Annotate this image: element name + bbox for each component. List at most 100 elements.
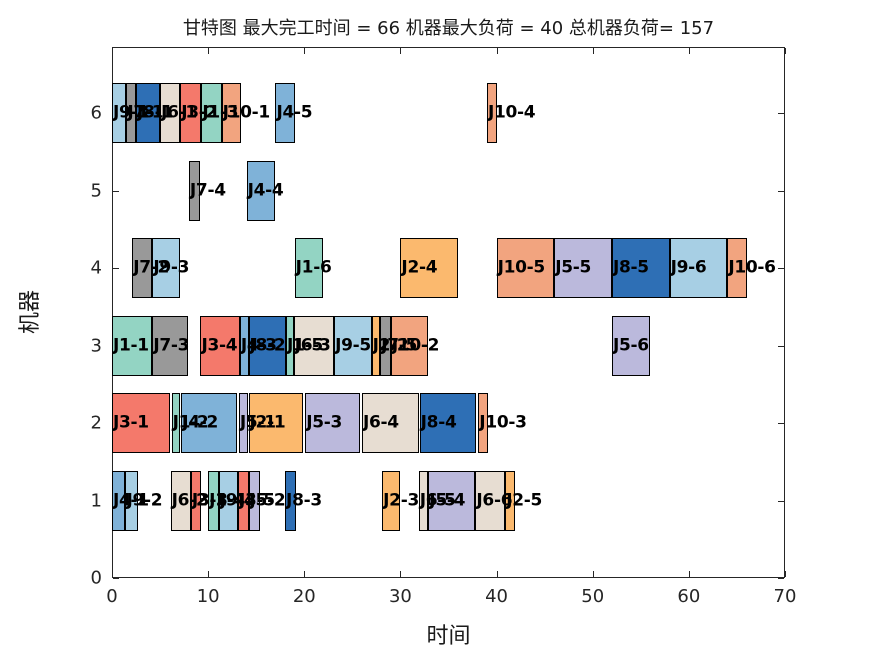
gantt-bar-J5-2 [248, 470, 261, 531]
x-tick-mark-top [785, 48, 786, 54]
x-tick-mark-top [592, 48, 594, 54]
gantt-bar-J8-2 [248, 315, 286, 376]
gantt-bar-J1-5 [286, 315, 294, 376]
x-tick-mark [400, 571, 402, 577]
gantt-bar-J9-2 [125, 470, 138, 531]
x-tick-mark [208, 571, 210, 577]
gantt-bar-J5-4 [428, 470, 476, 531]
bar-label-J10-6: J10-6 [728, 257, 776, 278]
gantt-bar-J6-2 [170, 470, 191, 531]
x-tick-label-20: 20 [292, 586, 316, 607]
bar-label-J9-5: J9-5 [335, 335, 371, 355]
y-tick-mark-right [778, 578, 784, 579]
bar-label-J7-2: J7-2 [133, 257, 170, 278]
bar-label-J1-1: J1-1 [113, 335, 149, 355]
x-tick-mark-top [688, 48, 690, 54]
y-axis-label: 机器 [18, 289, 43, 335]
bar-label-J1-6: J1-6 [295, 257, 332, 278]
bar-label-J7-1: J7-1 [127, 102, 164, 123]
gantt-bar-J6-4 [361, 393, 419, 453]
gantt-bar-J10-2 [390, 315, 429, 376]
gantt-bar-J4-3 [239, 315, 249, 376]
bar-label-J2-5: J2-5 [506, 490, 543, 510]
bar-label-J10-2: J10-2 [391, 335, 440, 355]
gantt-bar-J3-1 [112, 393, 170, 453]
bar-label-J1-3: J1-3 [202, 102, 239, 123]
bar-label-J3-3: J3-3 [191, 490, 228, 510]
x-tick-label-40: 40 [485, 586, 509, 607]
bar-label-J7-5: J7-5 [381, 335, 418, 355]
x-tick-mark-top [400, 48, 402, 54]
gantt-bar-J10-4 [486, 83, 497, 143]
gantt-bar-J6-5 [418, 470, 429, 531]
gantt-bar-J3-3 [190, 470, 202, 531]
gantt-bar-J6-1 [160, 83, 181, 143]
gantt-bar-J2-4 [400, 238, 459, 298]
bar-label-J8-4: J8-4 [420, 412, 457, 433]
gantt-bar-J1-6 [294, 238, 324, 298]
x-tick-mark [785, 571, 786, 577]
bar-label-J9-4: J9-4 [219, 490, 256, 510]
gantt-bar-J7-2 [132, 238, 153, 298]
bar-label-J8-5: J8-5 [612, 257, 649, 278]
gantt-bar-J8-4 [419, 393, 477, 453]
y-tick-label-0: 0 [90, 567, 102, 589]
x-axis-label: 时间 [426, 624, 471, 649]
x-tick-mark [496, 571, 498, 577]
y-tick-mark-right [778, 500, 784, 502]
gantt-bar-J4-4 [246, 160, 276, 221]
bar-label-J10-4: J10-4 [487, 102, 536, 123]
bar-label-J4-3: J4-3 [240, 335, 277, 355]
bar-label-J3-4: J3-4 [201, 335, 238, 355]
x-tick-mark [592, 571, 594, 577]
gantt-bar-J2-2 [371, 315, 381, 376]
y-tick-mark [113, 578, 119, 579]
bar-label-J1-5: J1-5 [287, 335, 323, 355]
gantt-bar-J8-3 [285, 470, 296, 531]
y-tick-label-5: 5 [90, 180, 102, 201]
gantt-bar-J6-3 [293, 315, 335, 376]
y-tick-label-2: 2 [90, 412, 102, 434]
gantt-bar-J1-1 [112, 315, 153, 376]
gantt-bar-J9-4 [218, 470, 238, 531]
x-tick-mark [112, 571, 113, 577]
gantt-bar-J7-1 [126, 83, 137, 143]
gantt-bar-J7-4 [188, 160, 201, 221]
bar-label-J6-4: J6-4 [362, 412, 399, 433]
bar-label-J3-2: J3-2 [181, 102, 218, 123]
y-tick-mark-right [778, 423, 784, 424]
gantt-bar-J7-5 [380, 315, 391, 376]
bar-label-J2-1: J2-1 [249, 412, 286, 433]
y-tick-label-6: 6 [90, 102, 102, 124]
bar-label-J9-6: J9-6 [670, 257, 707, 278]
bar-label-J4-5: J4-5 [276, 102, 313, 123]
gantt-bar-J9-1 [112, 83, 127, 143]
x-tick-mark-top [304, 48, 306, 54]
gantt-bar-J3-4 [200, 315, 240, 376]
gantt-bar-J5-5 [554, 238, 612, 298]
gantt-bar-J1-2 [171, 393, 181, 453]
gantt-bar-J5-3 [305, 393, 361, 453]
bar-label-J4-4: J4-4 [247, 180, 284, 200]
gantt-bar-J1-3 [201, 83, 222, 143]
y-tick-mark-right [778, 345, 784, 347]
gantt-bar-J6-6 [475, 470, 506, 531]
gantt-bar-J5-6 [611, 315, 651, 376]
bar-label-J6-1: J6-1 [161, 102, 197, 123]
gantt-bar-J10-3 [478, 393, 488, 453]
y-tick-mark-right [778, 190, 784, 192]
gantt-bar-J8-5 [611, 238, 670, 298]
bar-label-J6-5: J6-5 [419, 490, 456, 510]
bar-label-J10-1: J10-1 [222, 102, 271, 123]
bar-label-J5-4: J5-4 [429, 490, 466, 510]
gantt-bar-J1-4 [208, 470, 219, 531]
x-tick-label-10: 10 [196, 586, 220, 607]
gantt-bar-J3-5 [237, 470, 249, 531]
y-tick-mark [113, 268, 119, 269]
gantt-bar-J3-2 [180, 83, 202, 143]
gantt-bar-J4-1 [112, 470, 126, 531]
x-tick-label-0: 0 [106, 586, 118, 607]
bar-label-J5-5: J5-5 [555, 257, 592, 278]
gantt-bar-J10-6 [727, 238, 747, 298]
